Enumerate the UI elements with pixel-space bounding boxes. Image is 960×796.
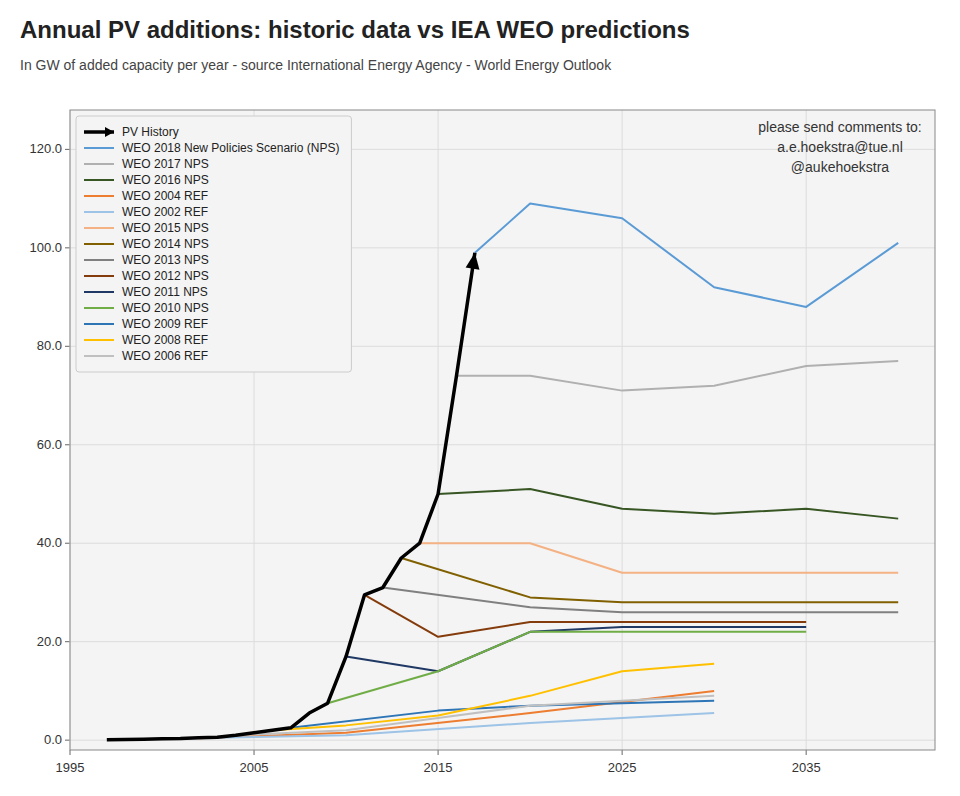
arrow-head	[466, 253, 480, 270]
legend-label: WEO 2011 NPS	[122, 285, 208, 299]
legend-swatch-arrow	[105, 127, 114, 137]
series-line	[346, 627, 806, 671]
tick-label-x: 2035	[792, 760, 821, 775]
legend-background	[76, 116, 351, 372]
tick-label-y: 100.0	[29, 240, 62, 255]
legend-swatch	[84, 179, 114, 181]
series-line	[401, 558, 898, 602]
series-line	[383, 588, 898, 613]
legend-swatch	[84, 195, 114, 197]
grid: 0.0 20.0 40.0 60.0 80.0 100.0 120.0 1995 2005 201…	[29, 110, 935, 775]
tick-x	[438, 750, 439, 755]
series-line	[364, 595, 806, 637]
annotation: please send comments to:a.e.hoekstra@tue…	[758, 119, 921, 175]
legend-label: WEO 2006 REF	[122, 349, 208, 363]
legend-swatch	[84, 163, 114, 165]
plot-frame	[70, 110, 935, 750]
legend-label: WEO 2004 REF	[122, 189, 208, 203]
legend-swatch	[84, 211, 114, 213]
chart-container: Annual PV additions: historic data vs IE…	[0, 0, 960, 796]
tick-y	[65, 149, 70, 150]
legend-swatch	[84, 227, 114, 229]
legend-label: WEO 2016 NPS	[122, 173, 209, 187]
legend-label: WEO 2008 REF	[122, 333, 208, 347]
legend-swatch	[84, 291, 114, 293]
series-line	[328, 632, 807, 703]
tick-y	[65, 740, 70, 741]
legend-swatch	[84, 147, 114, 149]
legend-swatch	[84, 323, 114, 325]
series-line	[438, 489, 898, 519]
legend-label: WEO 2014 NPS	[122, 237, 209, 251]
grid-line-y	[70, 740, 935, 741]
legend-label: WEO 2010 NPS	[122, 301, 209, 315]
legend-swatch	[84, 307, 114, 309]
legend-swatch	[84, 243, 114, 245]
series-line	[475, 204, 898, 307]
legend-label: WEO 2015 NPS	[122, 221, 209, 235]
legend-swatch	[84, 339, 114, 341]
legend-swatch	[84, 259, 114, 261]
tick-y	[65, 543, 70, 544]
tick-label-y: 40.0	[37, 535, 62, 550]
tick-y	[65, 247, 70, 248]
legend-label: WEO 2009 REF	[122, 317, 208, 331]
title: Annual PV additions: historic data vs IE…	[20, 16, 690, 43]
tick-label-y: 120.0	[29, 141, 62, 156]
tick-y	[65, 641, 70, 642]
tick-label-y: 0.0	[44, 732, 62, 747]
tick-label-x: 2015	[424, 760, 453, 775]
series-line	[420, 543, 899, 573]
tick-label-x: 1995	[56, 760, 85, 775]
tick-label-y: 80.0	[37, 338, 62, 353]
tick-y	[65, 444, 70, 445]
legend-label: PV History	[122, 125, 179, 139]
grid-line-x	[438, 110, 439, 750]
legend-label: WEO 2013 NPS	[122, 253, 209, 267]
chart-svg: Annual PV additions: historic data vs IE…	[0, 0, 960, 796]
legend-label: WEO 2012 NPS	[122, 269, 209, 283]
legend: PV History WEO 2018 New Policies Scenario…	[76, 116, 351, 372]
tick-y	[65, 346, 70, 347]
tick-x	[254, 750, 255, 755]
series-line	[456, 361, 898, 391]
legend-label: WEO 2017 NPS	[122, 157, 209, 171]
legend-swatch	[84, 275, 114, 277]
grid-line-y	[70, 444, 935, 445]
tick-x	[70, 750, 71, 755]
plot-background	[70, 110, 935, 750]
tick-label-y: 60.0	[37, 437, 62, 452]
tick-label-x: 2025	[608, 760, 637, 775]
subtitle: In GW of added capacity per year - sourc…	[20, 57, 612, 73]
tick-label-x: 2005	[240, 760, 269, 775]
legend-label: WEO 2018 New Policies Scenario (NPS)	[122, 141, 339, 155]
tick-label-y: 20.0	[37, 634, 62, 649]
legend-label: WEO 2002 REF	[122, 205, 208, 219]
grid-line-x	[622, 110, 623, 750]
tick-x	[806, 750, 807, 755]
legend-swatch	[84, 355, 114, 357]
grid-line-x	[806, 110, 807, 750]
tick-x	[622, 750, 623, 755]
grid-line-y	[70, 641, 935, 642]
